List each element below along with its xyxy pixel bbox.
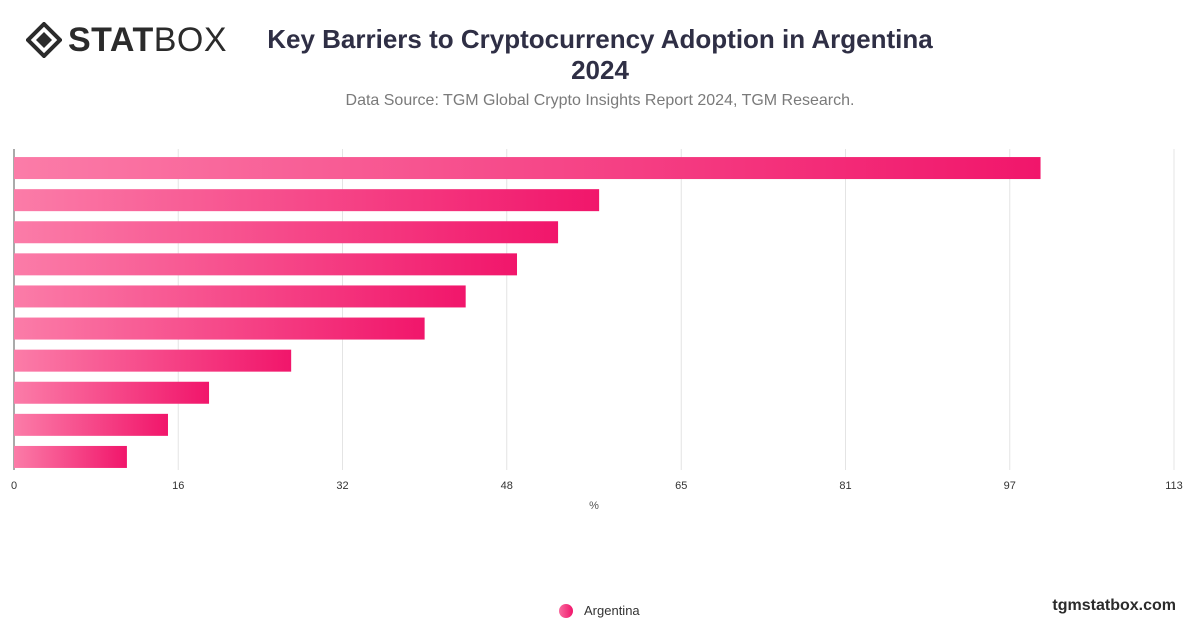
bar[interactable]: [14, 349, 292, 372]
chart-title-line-1: Key Barriers to Cryptocurrency Adoption …: [267, 24, 933, 54]
bar[interactable]: [14, 445, 127, 468]
chart-title: Key Barriers to Cryptocurrency Adoption …: [250, 24, 950, 86]
legend[interactable]: Argentina: [559, 603, 640, 618]
footer-brand: tgmstatbox.com: [1052, 597, 1176, 614]
bar[interactable]: [14, 189, 600, 212]
x-axis-ticks: 0 16 32 48 65 81 97 113: [11, 480, 1183, 492]
x-tick-label: 16: [172, 480, 184, 492]
bar[interactable]: [14, 317, 425, 340]
x-tick-label: 81: [839, 480, 851, 492]
bar[interactable]: [14, 381, 210, 404]
bar[interactable]: [14, 413, 168, 436]
chart-subtitle: Data Source: TGM Global Crypto Insights …: [345, 92, 855, 109]
logo-text-bold: STAT: [68, 21, 154, 59]
logo-text-light: BOX: [153, 21, 228, 59]
legend-marker: [559, 603, 573, 618]
logo-wordmark: STATBOX: [68, 22, 227, 58]
bar[interactable]: [14, 253, 518, 276]
x-tick-label: 0: [11, 480, 17, 492]
statbox-logo-icon: [26, 22, 62, 58]
x-tick-label: 97: [1004, 480, 1016, 492]
x-tick-label: 48: [501, 480, 513, 492]
bar[interactable]: [14, 157, 1041, 180]
statbox-logo: STATBOX: [26, 22, 227, 58]
bar[interactable]: [14, 285, 466, 308]
x-tick-label: 65: [675, 480, 687, 492]
x-tick-label: 32: [336, 480, 348, 492]
x-axis-label: %: [589, 500, 599, 512]
chart-title-line-2: 2024: [571, 55, 629, 85]
legend-label: Argentina: [584, 603, 640, 618]
x-tick-label: 113: [1165, 480, 1183, 492]
bar[interactable]: [14, 221, 559, 244]
bars: [14, 157, 1041, 468]
